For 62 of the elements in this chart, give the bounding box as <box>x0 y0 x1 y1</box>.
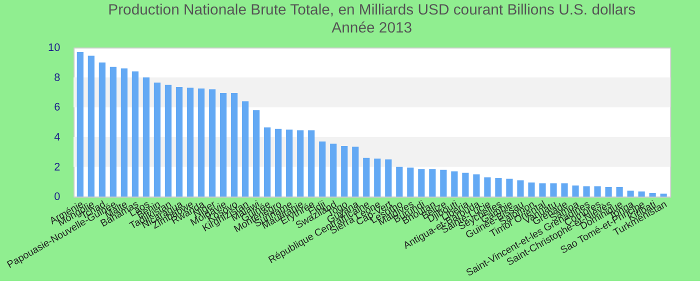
bar <box>616 186 623 197</box>
bar <box>627 190 634 197</box>
bar <box>98 62 106 197</box>
y-tick-label: 10 <box>48 42 60 54</box>
bar <box>484 177 491 197</box>
bar <box>319 141 326 197</box>
y-tick-label: 6 <box>54 102 60 114</box>
bar <box>385 159 392 197</box>
chart-title: Production Nationale Brute Totale, en Milliards USD courant Billions U.S. dollars <box>108 2 636 19</box>
y-tick-label: 0 <box>54 191 60 204</box>
bar <box>583 186 590 197</box>
bar <box>154 82 161 197</box>
y-tick-label: 2 <box>54 161 60 174</box>
bar <box>132 71 139 197</box>
bar <box>561 183 568 197</box>
y-tick-label: 4 <box>54 132 60 144</box>
bar <box>363 158 370 197</box>
bar <box>517 180 524 197</box>
bar <box>220 93 227 197</box>
bar <box>550 183 557 197</box>
bar <box>638 191 645 197</box>
bar <box>164 84 172 197</box>
bar <box>120 68 128 197</box>
bar <box>374 158 381 197</box>
y-tick-label: 8 <box>54 72 60 84</box>
bar <box>242 101 249 197</box>
bar <box>495 178 502 197</box>
bar <box>264 127 271 197</box>
bar <box>418 169 425 197</box>
bar <box>230 93 238 197</box>
bar <box>352 146 359 197</box>
bar <box>451 171 458 197</box>
chart-subtitle: Année 2013 <box>332 20 412 37</box>
bar <box>252 110 260 197</box>
bar <box>330 144 337 197</box>
bar <box>297 130 304 197</box>
bar <box>198 88 205 197</box>
bar <box>275 128 282 197</box>
bar <box>396 166 403 197</box>
bar <box>594 186 601 197</box>
bar <box>506 178 513 197</box>
bar <box>341 146 348 197</box>
bar <box>539 183 546 197</box>
bar <box>76 52 84 197</box>
bar <box>110 66 117 197</box>
bar <box>88 56 94 197</box>
bar <box>186 88 194 197</box>
bar <box>440 170 447 197</box>
bar <box>142 77 150 197</box>
bar <box>572 185 579 197</box>
bar <box>429 169 436 197</box>
bar <box>605 186 612 197</box>
bar <box>308 130 315 197</box>
bar <box>462 172 469 197</box>
bar <box>473 174 480 197</box>
bar <box>528 182 535 197</box>
bar <box>286 130 293 197</box>
bar <box>660 194 667 197</box>
bar <box>176 87 183 197</box>
bar <box>407 168 414 197</box>
bar <box>649 192 656 197</box>
bar <box>208 89 216 197</box>
